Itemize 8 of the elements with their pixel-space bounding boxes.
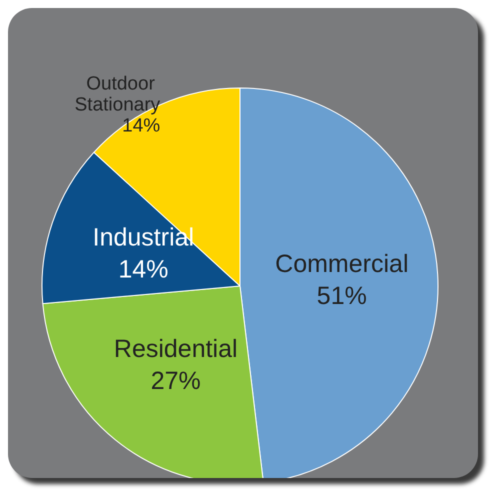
data-label: 51% [316, 282, 367, 310]
data-label: 14% [118, 255, 168, 284]
slice-label: Industrial [92, 223, 194, 252]
slice-label: Residential [114, 335, 238, 364]
slice-label: Commercial [275, 250, 408, 278]
data-label: 27% [150, 367, 201, 396]
slice-label: Outdoor Stationary [74, 73, 161, 116]
data-label: 14% [122, 115, 160, 136]
